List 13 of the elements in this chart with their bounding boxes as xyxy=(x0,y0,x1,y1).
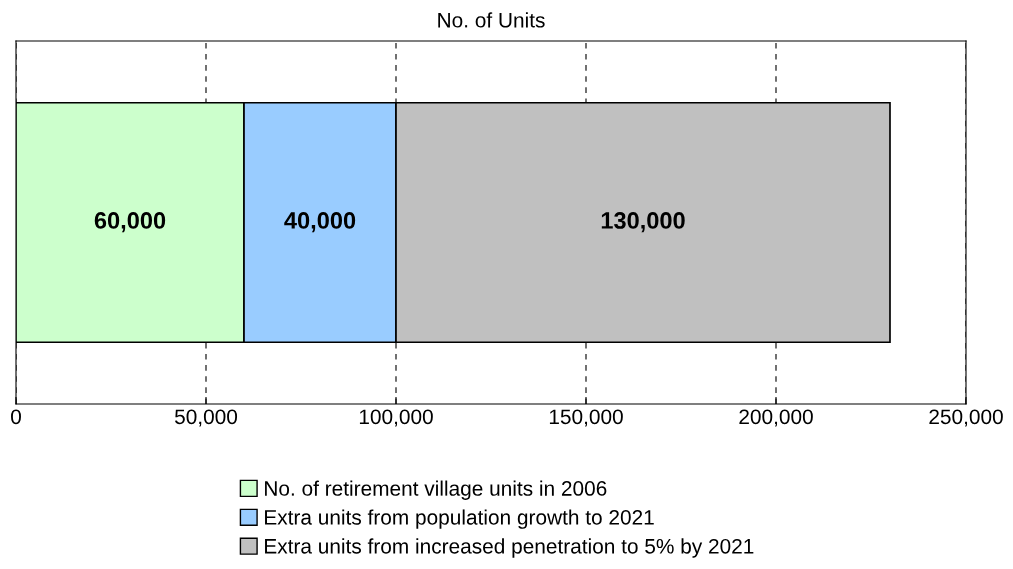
data-label: 130,000 xyxy=(601,212,685,233)
legend-label: Extra units from population growth to 2021 xyxy=(265,509,654,529)
legend-label: No. of retirement village units in 2006 xyxy=(265,480,607,500)
chart-title: No. of Units xyxy=(438,12,545,28)
x-tick-label: 50,000 xyxy=(174,409,238,427)
x-tick-label: 100,000 xyxy=(359,409,433,427)
x-tick-label: 150,000 xyxy=(549,409,623,427)
data-label: 60,000 xyxy=(94,212,166,233)
legend-label: Extra units from increased penetration to 5% by 2021 xyxy=(265,538,754,558)
x-tick-label: 250,000 xyxy=(929,409,1003,427)
data-label: 40,000 xyxy=(284,212,356,233)
x-tick-label: 0 xyxy=(11,409,21,425)
x-tick-label: 200,000 xyxy=(739,409,813,427)
